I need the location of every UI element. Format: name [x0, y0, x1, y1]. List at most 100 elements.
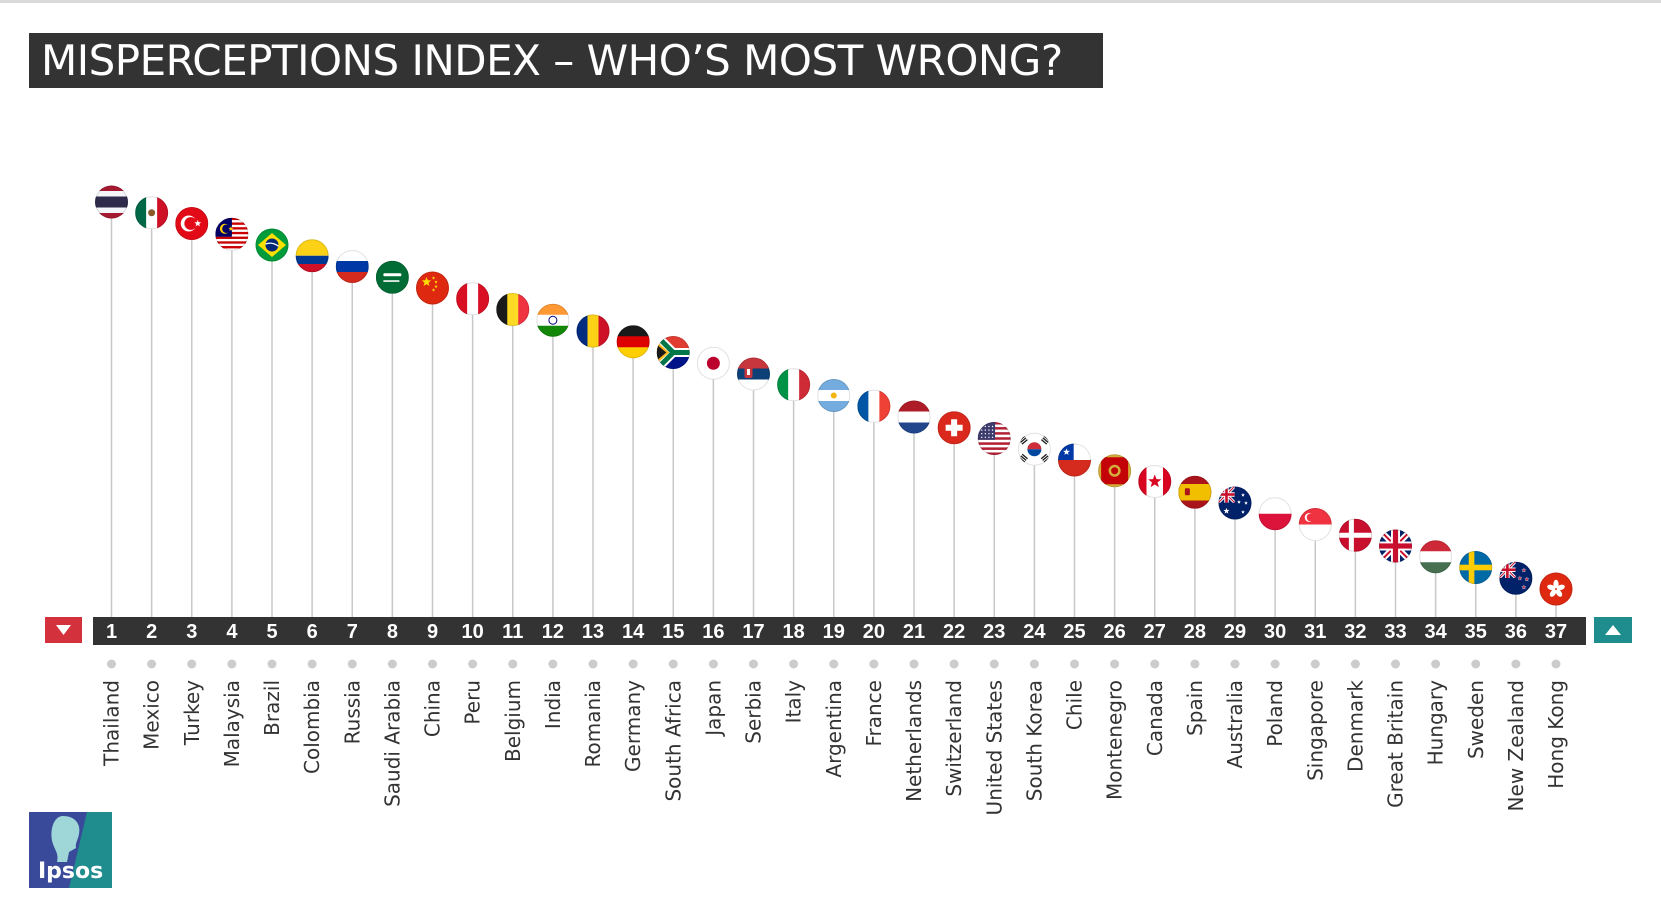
country-label: Argentina: [822, 680, 846, 778]
rank-label: 1: [106, 621, 117, 643]
australia-flag: [1218, 486, 1252, 520]
peru-flag: [456, 282, 490, 316]
rank-label: 33: [1384, 621, 1406, 643]
country-label: South Korea: [1022, 680, 1046, 801]
netherlands-flag: [897, 400, 931, 434]
rank-label: 4: [226, 621, 238, 643]
tick-dot: [1551, 659, 1561, 669]
tick-dot: [1391, 659, 1400, 669]
rank-label: 24: [1023, 621, 1046, 643]
top-divider: [0, 0, 1661, 3]
tick-dot: [1270, 659, 1280, 669]
mexico-flag: [135, 196, 169, 230]
japan-flag: [696, 346, 730, 380]
poland-flag: [1258, 497, 1292, 531]
rank-label: 8: [387, 621, 398, 643]
tick-dot: [909, 659, 919, 669]
tick-dot: [187, 659, 197, 669]
rank-label: 22: [943, 621, 965, 643]
tick-dot: [347, 659, 357, 669]
tick-dot: [307, 659, 317, 669]
rank-label: 27: [1144, 621, 1166, 643]
country-label: Great Britain: [1384, 680, 1408, 808]
country-label: Denmark: [1343, 680, 1367, 772]
rank-label: 34: [1425, 621, 1448, 643]
country-label: Peru: [461, 680, 485, 725]
tick-dot: [1230, 659, 1240, 669]
tick-dot: [1150, 659, 1160, 669]
sweden-flag: [1459, 551, 1493, 584]
tick-dot: [1190, 659, 1200, 669]
rank-label: 11: [502, 621, 523, 643]
rank-label: 3: [186, 621, 197, 643]
down-arrow-icon: [45, 617, 82, 643]
tick-dot: [949, 659, 959, 669]
country-label: Singapore: [1303, 680, 1327, 781]
rank-label: 18: [783, 621, 805, 643]
tick-dot: [107, 659, 116, 669]
tick-dot: [789, 659, 799, 669]
country-label: Belgium: [501, 680, 525, 762]
rank-label: 5: [266, 621, 277, 643]
serbia-flag: [737, 357, 770, 391]
tick-dot: [989, 659, 999, 669]
ipsos-logo: Ipsos: [29, 812, 112, 888]
denmark-flag: [1338, 518, 1372, 552]
rank-label: 15: [662, 621, 684, 643]
great-britain-flag: [1379, 529, 1412, 563]
country-label: Montenegro: [1103, 680, 1127, 800]
saudi-arabia-flag: [375, 260, 409, 294]
colombia-flag: [295, 239, 329, 273]
tick-dot: [387, 659, 397, 669]
rank-label: 23: [983, 621, 1005, 643]
rank-bar: [93, 617, 1586, 645]
tick-dot: [1029, 659, 1039, 669]
rank-label: 13: [582, 621, 604, 643]
up-arrow-icon: [1594, 617, 1632, 643]
new-zealand-flag: [1499, 561, 1533, 595]
tick-dot: [588, 659, 598, 669]
thailand-flag: [95, 185, 128, 219]
belgium-flag: [496, 293, 530, 326]
tick-dot: [1511, 659, 1521, 669]
tick-dot: [428, 659, 437, 669]
rank-label: 9: [427, 621, 438, 643]
country-label: Hungary: [1424, 680, 1448, 766]
rank-label: 26: [1104, 621, 1126, 643]
country-label: Malaysia: [220, 680, 244, 767]
country-label: Germany: [621, 680, 645, 772]
rank-label: 30: [1264, 621, 1286, 643]
rank-label: 19: [823, 621, 845, 643]
country-label: Saudi Arabia: [380, 680, 404, 807]
turkey-flag: [175, 207, 209, 240]
china-flag: [416, 271, 449, 305]
south-africa-flag: [656, 336, 690, 369]
hungary-flag: [1419, 540, 1453, 574]
rank-label: 32: [1344, 621, 1366, 643]
country-label: Romania: [581, 680, 605, 767]
chile-flag: [1058, 443, 1091, 477]
country-label: Russia: [340, 680, 364, 744]
rank-label: 7: [347, 621, 358, 643]
tick-dot: [869, 659, 879, 669]
russia-flag: [335, 250, 369, 283]
country-label: Italy: [782, 680, 806, 724]
rank-label: 21: [903, 621, 925, 643]
tick-dot: [508, 659, 518, 669]
tick-dot: [668, 659, 678, 669]
country-label: Brazil: [260, 680, 284, 736]
country-label: Netherlands: [902, 680, 926, 802]
tick-dot: [267, 659, 277, 669]
malaysia-flag: [215, 217, 249, 251]
country-label: South Africa: [661, 680, 685, 802]
country-label: China: [421, 680, 445, 737]
rank-label: 20: [863, 621, 885, 643]
tick-dot: [1350, 659, 1360, 669]
country-label: Turkey: [180, 680, 204, 746]
country-label: Japan: [701, 680, 725, 738]
country-label: Serbia: [742, 680, 766, 744]
italy-flag: [777, 368, 811, 402]
india-flag: [536, 303, 570, 337]
tick-dot: [468, 659, 478, 669]
